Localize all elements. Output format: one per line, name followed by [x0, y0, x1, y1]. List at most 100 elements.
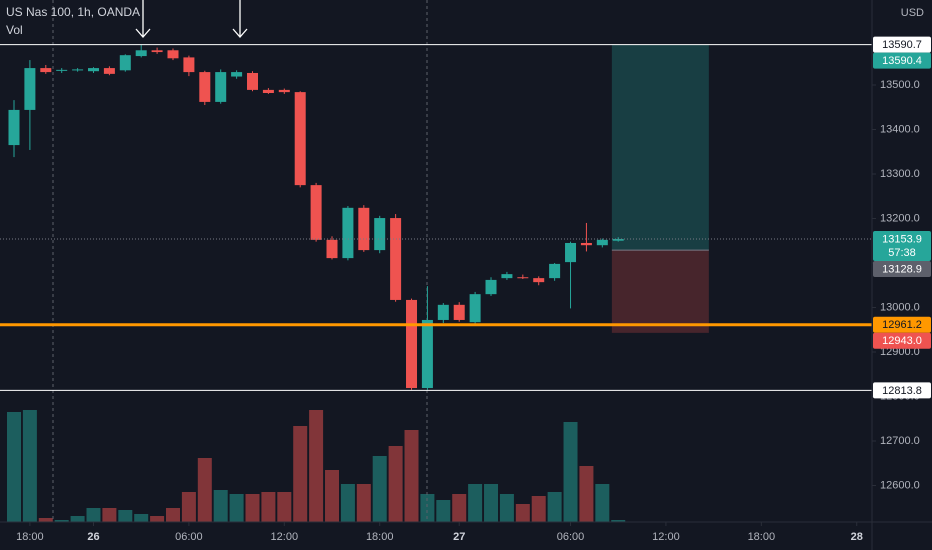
candle-body: [215, 72, 227, 102]
x-tick-label: 06:00: [557, 531, 585, 543]
volume-bar: [531, 496, 546, 522]
y-tick-label: 13200.0: [880, 212, 920, 224]
candle-body: [549, 263, 561, 279]
volume-bar: [102, 508, 117, 522]
x-tick-label: 12:00: [652, 531, 680, 543]
x-tick-label: 12:00: [271, 531, 299, 543]
volume-bar: [277, 492, 292, 522]
price-tag-label: 13153.9: [882, 233, 922, 245]
volume-legend: Vol: [6, 23, 23, 37]
candle-body: [580, 242, 592, 246]
volume-bar: [499, 494, 514, 522]
currency: USD: [901, 7, 924, 19]
price-tag: [873, 52, 931, 69]
volume-bar: [515, 504, 530, 522]
volume-bar: [38, 518, 53, 522]
y-tick-label: 13500.0: [880, 79, 920, 91]
arrow-annotation: [135, 0, 248, 38]
volume-bar: [197, 458, 212, 522]
y-tick-label: 12600.0: [880, 479, 920, 491]
volume-bar: [388, 446, 403, 522]
volume-bar: [372, 456, 387, 522]
volume-bar: [86, 508, 101, 522]
volume-bar: [595, 484, 610, 522]
candle-body: [262, 89, 274, 94]
volume-bar: [118, 510, 133, 522]
price-tag: [873, 332, 931, 349]
volume-bar: [611, 520, 626, 522]
candle-body: [294, 92, 306, 186]
candle-body: [151, 50, 163, 53]
price-tag-label: 12961.2: [882, 319, 922, 331]
y-tick-label: 13000.0: [880, 301, 920, 313]
volume-bar: [22, 410, 37, 522]
candle-body: [453, 304, 465, 320]
candle-body: [247, 72, 259, 90]
position-profit-zone: [611, 44, 709, 251]
candle-body: [56, 69, 68, 71]
y-tick-label: 13300.0: [880, 168, 920, 180]
volume-bar: [309, 410, 324, 522]
candle-body: [167, 50, 179, 59]
candle-body: [421, 319, 433, 389]
price-tag: [873, 36, 931, 53]
candle-body: [374, 218, 386, 251]
price-tag-label: 13590.7: [882, 39, 922, 51]
price-tag: [873, 316, 931, 333]
candle-body: [199, 72, 211, 102]
volume-bar: [452, 494, 467, 522]
candle-body: [183, 57, 195, 73]
volume-bar: [70, 516, 85, 522]
volume-bar: [420, 494, 435, 522]
x-tick-label: 26: [87, 531, 99, 543]
x-tick-label: 06:00: [175, 531, 203, 543]
volume-bar: [340, 484, 355, 522]
countdown: 57:38: [888, 247, 916, 259]
volume-bar: [134, 514, 149, 522]
candle-body: [342, 207, 354, 259]
volume-bar: [166, 508, 181, 522]
candle-body: [501, 274, 513, 279]
volume-bar: [547, 492, 562, 522]
volume-bar: [579, 466, 594, 522]
candle-body: [517, 277, 529, 279]
price-tag-label: 12943.0: [882, 335, 922, 347]
candle-body: [358, 207, 370, 251]
x-tick-label: 18:00: [366, 531, 394, 543]
volume-bar: [6, 412, 21, 522]
x-tick-label: 28: [851, 531, 863, 543]
candle-body: [533, 278, 545, 283]
y-tick-label: 12900.0: [880, 346, 920, 358]
candle-body: [103, 68, 115, 74]
candle-body: [437, 304, 449, 320]
volume-bar: [484, 484, 499, 522]
y-tick-label: 12700.0: [880, 435, 920, 447]
x-tick-label: 27: [453, 531, 465, 543]
x-tick-label: 18:00: [16, 531, 44, 543]
candle-body: [24, 68, 36, 110]
candle-body: [72, 69, 84, 71]
candle-body: [469, 294, 481, 323]
candle-body: [87, 68, 99, 72]
candle-body: [278, 89, 290, 93]
volume-bar: [356, 484, 371, 522]
candle-body: [231, 72, 243, 77]
volume-bar: [325, 470, 340, 522]
candle-body: [8, 109, 20, 146]
price-tag: [873, 261, 931, 278]
candle-body: [326, 239, 338, 259]
volume-bar: [436, 500, 451, 522]
price-tag-label: 12813.8: [882, 385, 922, 397]
candle-body: [390, 218, 402, 300]
x-tick-label: 18:00: [748, 531, 776, 543]
volume-bar: [293, 426, 308, 522]
volume-bar: [468, 484, 483, 522]
volume-bar: [150, 516, 165, 522]
y-tick-label: 13400.0: [880, 123, 920, 135]
candle-body: [565, 242, 577, 263]
main-layer: [0, 44, 872, 391]
symbol-title: US Nas 100, 1h, OANDA: [6, 5, 140, 19]
